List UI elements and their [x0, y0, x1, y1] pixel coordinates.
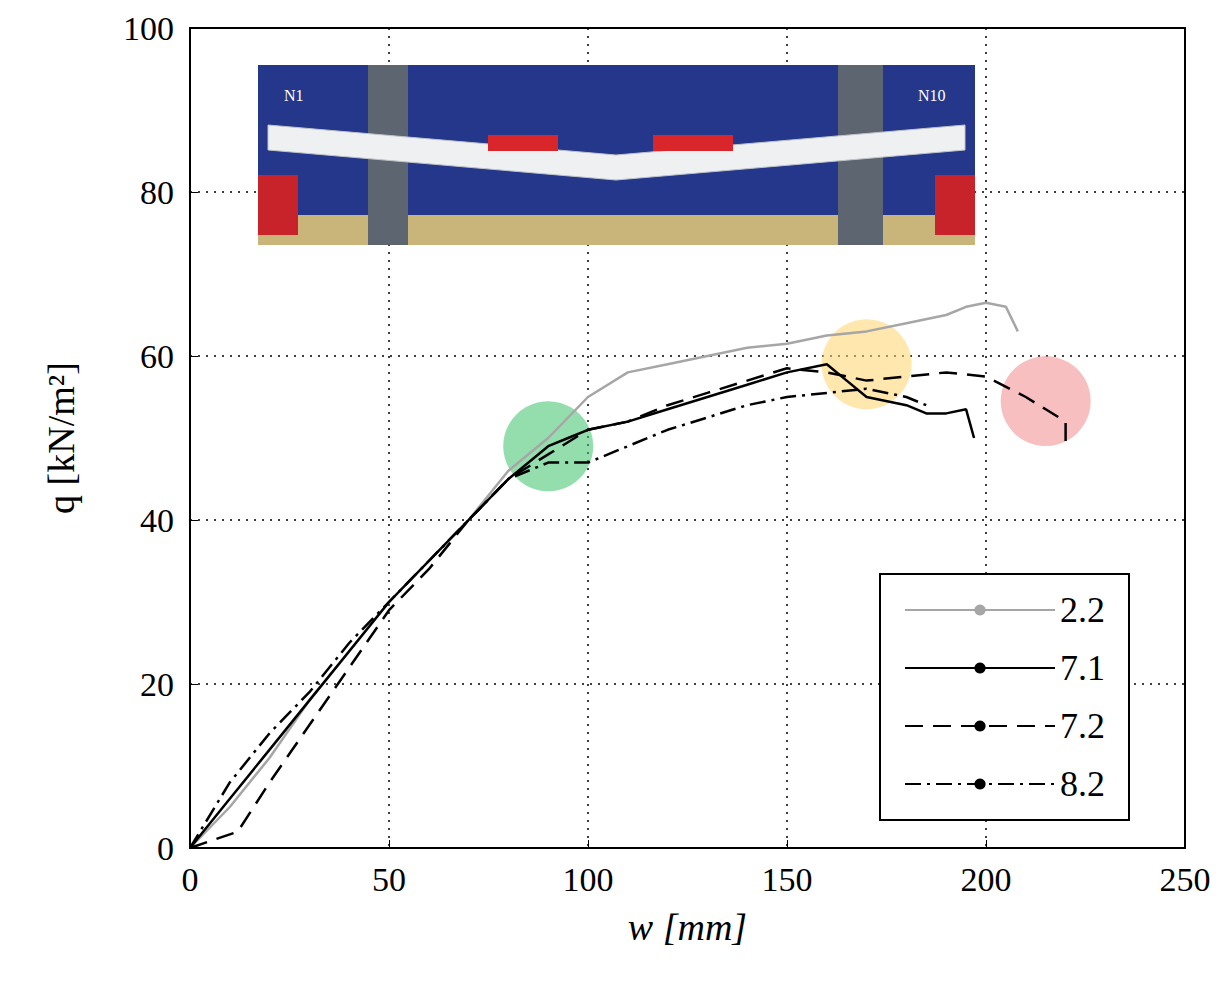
svg-text:100: 100 — [123, 10, 174, 47]
svg-text:50: 50 — [372, 861, 406, 898]
svg-text:200: 200 — [961, 861, 1012, 898]
svg-text:80: 80 — [140, 174, 174, 211]
svg-text:8.2: 8.2 — [1060, 764, 1105, 804]
svg-text:0: 0 — [182, 861, 199, 898]
svg-text:q [kN/m²]: q [kN/m²] — [40, 362, 82, 514]
svg-text:N1: N1 — [284, 87, 304, 104]
svg-text:60: 60 — [140, 338, 174, 375]
svg-text:N10: N10 — [918, 87, 946, 104]
svg-text:250: 250 — [1160, 861, 1211, 898]
svg-text:2.2: 2.2 — [1060, 590, 1105, 630]
svg-text:40: 40 — [140, 502, 174, 539]
svg-text:20: 20 — [140, 666, 174, 703]
svg-text:7.1: 7.1 — [1060, 648, 1105, 688]
svg-text:w [mm]: w [mm] — [628, 906, 747, 948]
svg-text:100: 100 — [563, 861, 614, 898]
svg-text:0: 0 — [157, 830, 174, 867]
svg-text:150: 150 — [762, 861, 813, 898]
svg-text:7.2: 7.2 — [1060, 706, 1105, 746]
